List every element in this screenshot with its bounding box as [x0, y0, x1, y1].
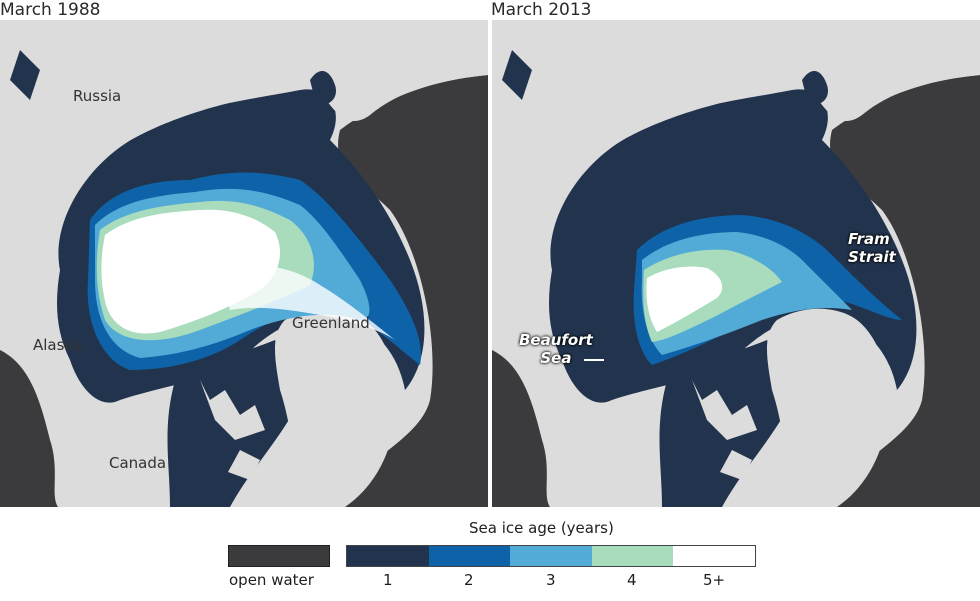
open-water-atlantic [330, 75, 488, 507]
legend-swatch-age-5plus [673, 546, 755, 566]
legend-swatch-age-1 [347, 546, 429, 566]
greenland-land [275, 308, 397, 507]
legend-label-age-2: 2 [464, 571, 474, 589]
legend-label-age-5plus: 5+ [703, 571, 726, 589]
panel-title-1988: March 1988 [0, 0, 101, 20]
archipelago-island [228, 450, 260, 480]
label-russia: Russia [73, 87, 122, 105]
legend-label-age-3: 3 [546, 571, 556, 589]
coastal-ice [502, 50, 532, 100]
russia-land [492, 20, 980, 196]
archipelago-island [692, 380, 757, 440]
open-water-atlantic [822, 75, 980, 507]
map-1988 [0, 20, 488, 507]
legend-label-age-4: 4 [627, 571, 637, 589]
archipelago-island [200, 380, 265, 440]
open-water-pacific [0, 350, 58, 507]
coastal-ice [10, 50, 40, 100]
map-2013 [492, 20, 980, 507]
legend-age-scale [346, 545, 756, 567]
panel-title-2013: March 2013 [491, 0, 592, 20]
greenland-land [767, 308, 889, 507]
archipelago-island [720, 450, 752, 480]
coastal-ice [310, 70, 336, 105]
label-greenland: Greenland [292, 314, 370, 332]
russia-land [0, 20, 488, 196]
ice-age-5plus [646, 266, 723, 332]
legend-label-open-water: open water [229, 571, 314, 589]
legend-swatch-age-2 [428, 546, 511, 566]
legend-title: Sea ice age (years) [469, 519, 614, 537]
label-alaska: Alaska [33, 336, 83, 354]
legend-swatch-age-4 [591, 546, 674, 566]
callout-fram-strait: Fram Strait [848, 230, 896, 266]
legend-label-age-1: 1 [383, 571, 393, 589]
coastal-ice [802, 70, 828, 105]
callout-beaufort-sea: Beaufort Sea [519, 331, 593, 367]
legend-swatch-age-3 [510, 546, 592, 566]
open-water-pacific [492, 350, 550, 507]
ice-age-5plus-streak [220, 265, 395, 340]
label-canada: Canada [109, 454, 167, 472]
legend-swatch-open-water [228, 545, 330, 567]
